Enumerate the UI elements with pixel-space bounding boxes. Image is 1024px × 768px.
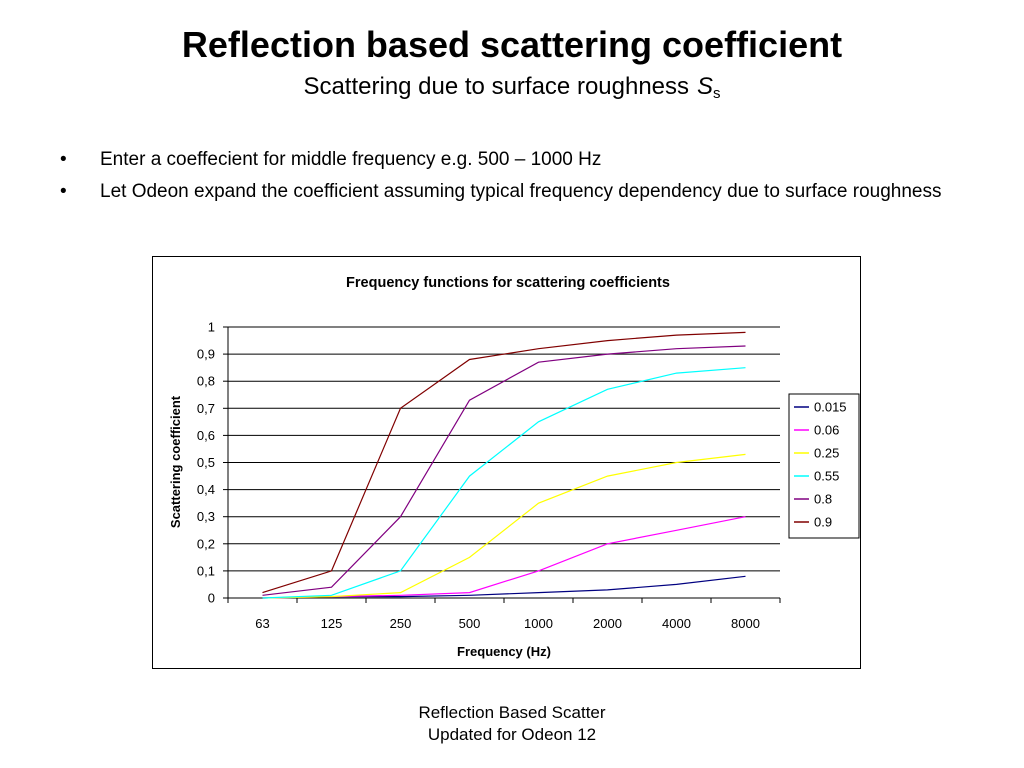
slide-subtitle: Scattering due to surface roughness Ss (0, 72, 1024, 109)
series-line-0.8 (262, 345, 746, 596)
series-line-0.25 (262, 453, 746, 599)
x-tick-label: 1000 (524, 616, 553, 631)
bullet-list: • Enter a coeffecient for middle frequenc… (60, 146, 960, 210)
series-line-0.06 (262, 516, 746, 599)
chart-title: Frequency functions for scattering coeff… (346, 275, 670, 291)
y-tick-label: 0 (208, 591, 215, 606)
bullet-item: • Enter a coeffecient for middle frequenc… (60, 146, 960, 173)
footer-line-2: Updated for Odeon 12 (427, 725, 597, 744)
subtitle-symbol-subscript: s (713, 85, 721, 102)
subtitle-symbol: Ss (697, 73, 721, 102)
bullet-text: Let Odeon expand the coefficient assumin… (100, 181, 942, 202)
y-tick-label: 0,6 (197, 428, 215, 443)
x-tick-label: 500 (459, 616, 481, 631)
bullet-dot: • (60, 181, 67, 202)
x-tick-label: 125 (321, 616, 343, 631)
legend-label: 0.06 (814, 423, 839, 438)
x-tick-label: 63 (255, 616, 269, 631)
x-tick-label: 2000 (593, 616, 622, 631)
legend: 0.015 0.06 0.25 0.55 0.8 0.9 (788, 393, 860, 539)
legend-label: 0.25 (814, 446, 839, 461)
slide-footer: Reflection Based Scatter Updated for Ode… (0, 702, 1024, 746)
x-axis-label: Frequency (Hz) (457, 644, 551, 659)
y-tick-label: 0,1 (197, 563, 215, 578)
bullet-item: • Let Odeon expand the coefficient assumi… (60, 178, 960, 205)
subtitle-text: Scattering due to surface roughness (303, 73, 690, 100)
y-tick-label: 0,8 (197, 374, 215, 389)
y-tick-label: 0,7 (197, 401, 215, 416)
slide-title: Reflection based scattering coefficient (181, 24, 843, 65)
series-layer (262, 331, 746, 599)
grid-layer (228, 326, 780, 599)
axis-layer: 0 0,1 0,2 0,3 0,4 0,5 0,6 0,7 0,8 0,9 1 63 125 250 500… (197, 320, 781, 631)
bullet-text: Enter a coeffecient for middle frequency… (100, 149, 602, 170)
series-line-0.9 (262, 331, 746, 594)
y-tick-label: 0,3 (197, 509, 215, 524)
series-line-0.55 (262, 367, 746, 599)
bullet-dot: • (60, 149, 67, 170)
y-tick-label: 0,5 (197, 455, 215, 470)
scattering-chart: Frequency functions for scattering coeff… (168, 275, 860, 659)
chart-container: Frequency functions for scattering coeff… (152, 256, 861, 669)
y-tick-label: 0,9 (197, 347, 215, 362)
y-tick-label: 1 (208, 320, 215, 335)
y-tick-label: 0,4 (197, 482, 215, 497)
x-tick-label: 250 (390, 616, 412, 631)
x-tick-label: 4000 (662, 616, 691, 631)
y-tick-label: 0,2 (197, 536, 215, 551)
legend-label: 0.55 (814, 469, 839, 484)
x-tick-label: 8000 (731, 616, 760, 631)
legend-label: 0.015 (814, 400, 847, 415)
legend-box (788, 393, 860, 539)
y-axis-label: Scattering coefficient (168, 395, 183, 528)
series-line-0.015 (262, 575, 746, 599)
legend-label: 0.8 (814, 492, 832, 507)
legend-label: 0.9 (814, 515, 832, 530)
footer-line-1: Reflection Based Scatter (418, 703, 606, 722)
subtitle-symbol-main: S (697, 73, 714, 100)
